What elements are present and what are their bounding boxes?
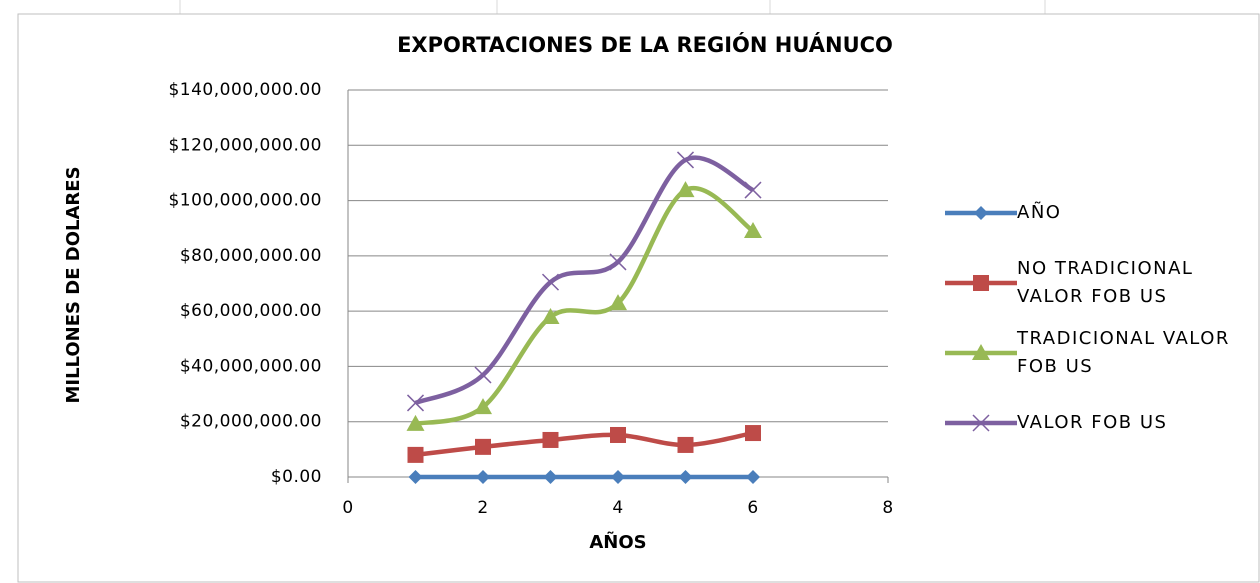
marker (677, 436, 694, 453)
y-tick-label: $120,000,000.00 (168, 135, 322, 155)
marker (745, 425, 761, 442)
marker (610, 426, 626, 443)
legend-key (945, 344, 1017, 360)
legend-key (945, 206, 1017, 220)
legend-entry: AÑO (945, 178, 1255, 248)
marker (974, 206, 988, 220)
marker (973, 275, 989, 291)
chart-area (17, 13, 1260, 583)
marker (474, 398, 492, 415)
y-tick-label: $0.00 (271, 467, 322, 487)
marker (406, 394, 425, 412)
marker (476, 470, 490, 484)
legend-key (945, 414, 1017, 432)
y-axis-label: MILLONES DE DOLARES (63, 166, 84, 403)
marker (676, 151, 695, 169)
legend-entry: TRADICIONAL VALOR FOB US (945, 318, 1255, 388)
x-tick-label: 2 (477, 498, 488, 518)
marker (541, 307, 560, 324)
marker (406, 414, 425, 431)
y-tick-label: $20,000,000.00 (180, 412, 322, 432)
marker (543, 470, 558, 484)
y-tick-label: $140,000,000.00 (168, 80, 322, 100)
marker (408, 470, 423, 484)
marker (541, 273, 560, 291)
legend: AÑO NO TRADICIONAL VALOR FOB US TRADICIONA… (945, 178, 1255, 458)
legend-label: TRADICIONAL VALOR FOB US (1017, 328, 1230, 377)
marker (676, 181, 695, 198)
x-tick-label: 6 (747, 498, 758, 518)
x-tick-label: 0 (342, 498, 353, 518)
legend-entry: VALOR FOB US (945, 388, 1255, 458)
marker (611, 470, 625, 484)
marker (474, 366, 492, 384)
legend-label: AÑO (1017, 202, 1062, 223)
legend-label: NO TRADICIONAL VALOR FOB US (1017, 258, 1194, 307)
marker (678, 470, 693, 484)
x-tick-label: 8 (882, 498, 893, 518)
y-tick-label: $60,000,000.00 (180, 301, 322, 321)
sheet-grid (179, 0, 1046, 14)
x-tick-label: 4 (612, 498, 623, 518)
legend-label: VALOR FOB US (1017, 412, 1168, 433)
y-tick-label: $40,000,000.00 (180, 356, 322, 376)
marker (407, 446, 424, 463)
y-tick-label: $100,000,000.00 (168, 191, 322, 211)
marker (744, 221, 762, 238)
legend-key (945, 275, 1017, 291)
x-axis-label: AÑOS (589, 530, 646, 553)
marker (746, 470, 760, 484)
marker (972, 414, 990, 432)
y-tick-label: $80,000,000.00 (180, 246, 322, 266)
marker (542, 431, 559, 448)
marker (744, 181, 762, 199)
marker (609, 294, 627, 311)
marker (972, 344, 990, 360)
marker (609, 253, 627, 271)
chart-title: EXPORTACIONES DE LA REGIÓN HUÁNUCO (397, 32, 893, 57)
legend-entry: NO TRADICIONAL VALOR FOB US (945, 248, 1255, 318)
marker (475, 438, 491, 455)
